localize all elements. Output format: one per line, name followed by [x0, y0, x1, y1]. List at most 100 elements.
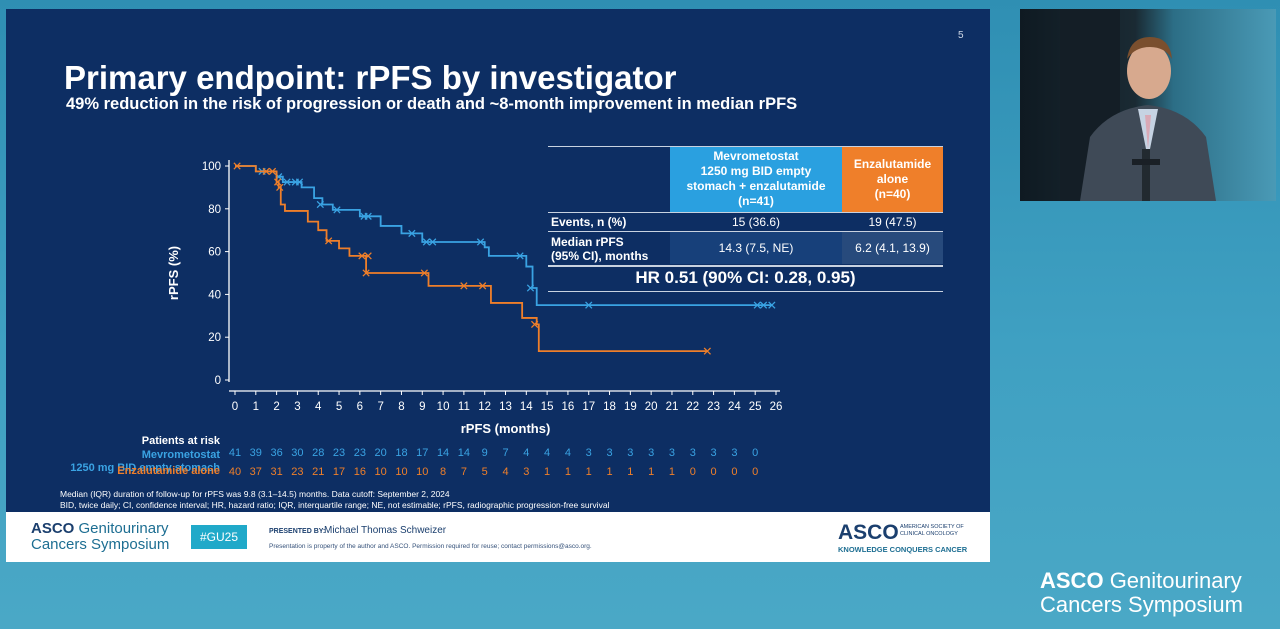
- risk-count-enza: 17: [333, 466, 345, 478]
- risk-count-enza: 1: [586, 466, 592, 478]
- censor-mark: [283, 178, 291, 186]
- table-shade: [670, 231, 842, 264]
- risk-count-mevro: 3: [606, 447, 612, 459]
- x-tick-label: 7: [377, 401, 383, 413]
- asco-gu-watermark: ASCO Genitourinary Cancers Symposium: [1040, 569, 1243, 617]
- risk-count-enza: 0: [711, 466, 717, 478]
- risk-label-mevro: Mevrometostat 1250 mg BID empty stomach: [70, 449, 220, 475]
- y-tick-label: 100: [202, 161, 221, 173]
- km-curve-mevrometostat: [235, 165, 772, 306]
- events-enza: 19 (47.5): [868, 215, 917, 229]
- risk-count-enza: 23: [291, 466, 303, 478]
- x-tick-label: 4: [315, 401, 322, 413]
- watermark-line: Genitourinary: [1109, 568, 1242, 593]
- censor-mark: [362, 269, 370, 277]
- median-enza: 6.2 (4.1, 13.9): [855, 241, 930, 255]
- risk-count-mevro: 3: [648, 447, 654, 459]
- footnote-followup: Median (IQR) duration of follow-up for r…: [60, 489, 450, 499]
- censor-mark: [585, 301, 593, 309]
- risk-count-mevro: 4: [544, 447, 550, 459]
- risk-label-line: Mevrometostat: [141, 449, 220, 461]
- risk-count-mevro: 4: [523, 447, 529, 459]
- x-tick-label: 20: [645, 401, 658, 413]
- risk-count-mevro: 3: [627, 447, 633, 459]
- risk-count-enza: 4: [502, 466, 508, 478]
- x-tick-label: 6: [357, 401, 363, 413]
- x-tick-label: 0: [232, 401, 238, 413]
- x-tick-label: 13: [499, 401, 512, 413]
- risk-count-mevro: 36: [270, 447, 282, 459]
- watermark-bold: ASCO: [1040, 568, 1104, 593]
- censor-mark: [703, 347, 711, 355]
- risk-count-mevro: 14: [458, 447, 470, 459]
- events-mevro: 15 (36.6): [731, 215, 781, 229]
- row-label-events: Events, n (%): [551, 215, 627, 229]
- row-label-line: (95% CI), months: [551, 249, 649, 263]
- risk-count-enza: 40: [229, 466, 241, 478]
- risk-label-enza: Enzalutamide alone: [117, 465, 220, 477]
- risk-count-mevro: 20: [375, 447, 387, 459]
- risk-count-enza: 7: [461, 466, 467, 478]
- logo-line: Genitourinary: [78, 520, 169, 537]
- hazard-ratio: HR 0.51 (90% CI: 0.28, 0.95): [635, 268, 856, 287]
- censor-mark: [333, 206, 341, 214]
- x-tick-label: 24: [728, 401, 741, 413]
- asco-logo: ASCO: [838, 521, 899, 544]
- censor-mark: [460, 282, 468, 290]
- risk-count-mevro: 30: [291, 447, 303, 459]
- censor-mark: [478, 282, 487, 290]
- censor-mark: [316, 200, 324, 209]
- risk-count-mevro: 7: [502, 447, 508, 459]
- table-rule: [548, 231, 943, 232]
- hashtag-badge: #GU25: [191, 525, 247, 549]
- risk-count-mevro: 3: [690, 447, 696, 459]
- table-header-enzalutamide: Enzalutamide alone (n=40): [842, 146, 943, 212]
- header-line: stomach + enzalutamide: [686, 179, 826, 193]
- x-tick-label: 14: [520, 401, 533, 413]
- x-tick-label: 3: [294, 401, 300, 413]
- table-rule: [548, 146, 943, 147]
- risk-count-enza: 8: [440, 466, 446, 478]
- presenter-name: Michael Thomas Schweizer: [324, 525, 447, 536]
- y-tick-label: 20: [208, 332, 221, 344]
- x-tick-label: 10: [437, 401, 450, 413]
- risk-count-mevro: 4: [565, 447, 571, 459]
- y-axis-label: rPFS (%): [166, 246, 181, 300]
- censor-mark: [358, 252, 366, 260]
- x-tick-label: 1: [253, 401, 259, 413]
- censor-mark: [295, 178, 304, 186]
- property-notice: Presentation is property of the author a…: [269, 543, 592, 550]
- footer-banner: ASCO Genitourinary Cancers Symposium #GU…: [6, 512, 990, 562]
- risk-count-mevro: 23: [354, 447, 366, 459]
- risk-count-mevro: 3: [731, 447, 737, 459]
- censor-mark: [364, 252, 372, 260]
- risk-count-enza: 10: [375, 466, 387, 478]
- logo-bold: ASCO: [31, 520, 75, 537]
- table-rule: [548, 265, 943, 267]
- knowledge-tagline: KNOWLEDGE CONQUERS CANCER: [838, 545, 968, 554]
- gu-symposium-logo: ASCO Genitourinary Cancers Symposium: [31, 521, 169, 553]
- y-tick-label: 80: [208, 204, 221, 216]
- header-line: Enzalutamide: [853, 156, 932, 171]
- table-rule: [548, 212, 943, 213]
- x-tick-label: 9: [419, 401, 425, 413]
- risk-count-enza: 16: [354, 466, 366, 478]
- censor-mark: [420, 269, 429, 277]
- censor-mark: [364, 212, 372, 220]
- median-mevro: 14.3 (7.5, NE): [718, 241, 794, 255]
- x-tick-label: 15: [541, 401, 554, 413]
- table-shade: [842, 231, 943, 264]
- row-label-median: Median rPFS (95% CI), months: [551, 235, 648, 263]
- risk-count-enza: 21: [312, 466, 324, 478]
- x-tick-label: 11: [458, 401, 470, 413]
- risk-count-enza: 10: [416, 466, 428, 478]
- risk-count-mevro: 3: [711, 447, 717, 459]
- table-header-mevrometostat: Mevrometostat 1250 mg BID empty stomach …: [670, 146, 842, 212]
- censor-mark: [768, 301, 776, 309]
- risk-count-mevro: 23: [333, 447, 345, 459]
- risk-count-enza: 3: [523, 466, 529, 478]
- risk-count-enza: 1: [544, 466, 550, 478]
- x-tick-label: 5: [336, 401, 342, 413]
- risk-count-enza: 0: [752, 466, 758, 478]
- risk-count-enza: 0: [690, 466, 696, 478]
